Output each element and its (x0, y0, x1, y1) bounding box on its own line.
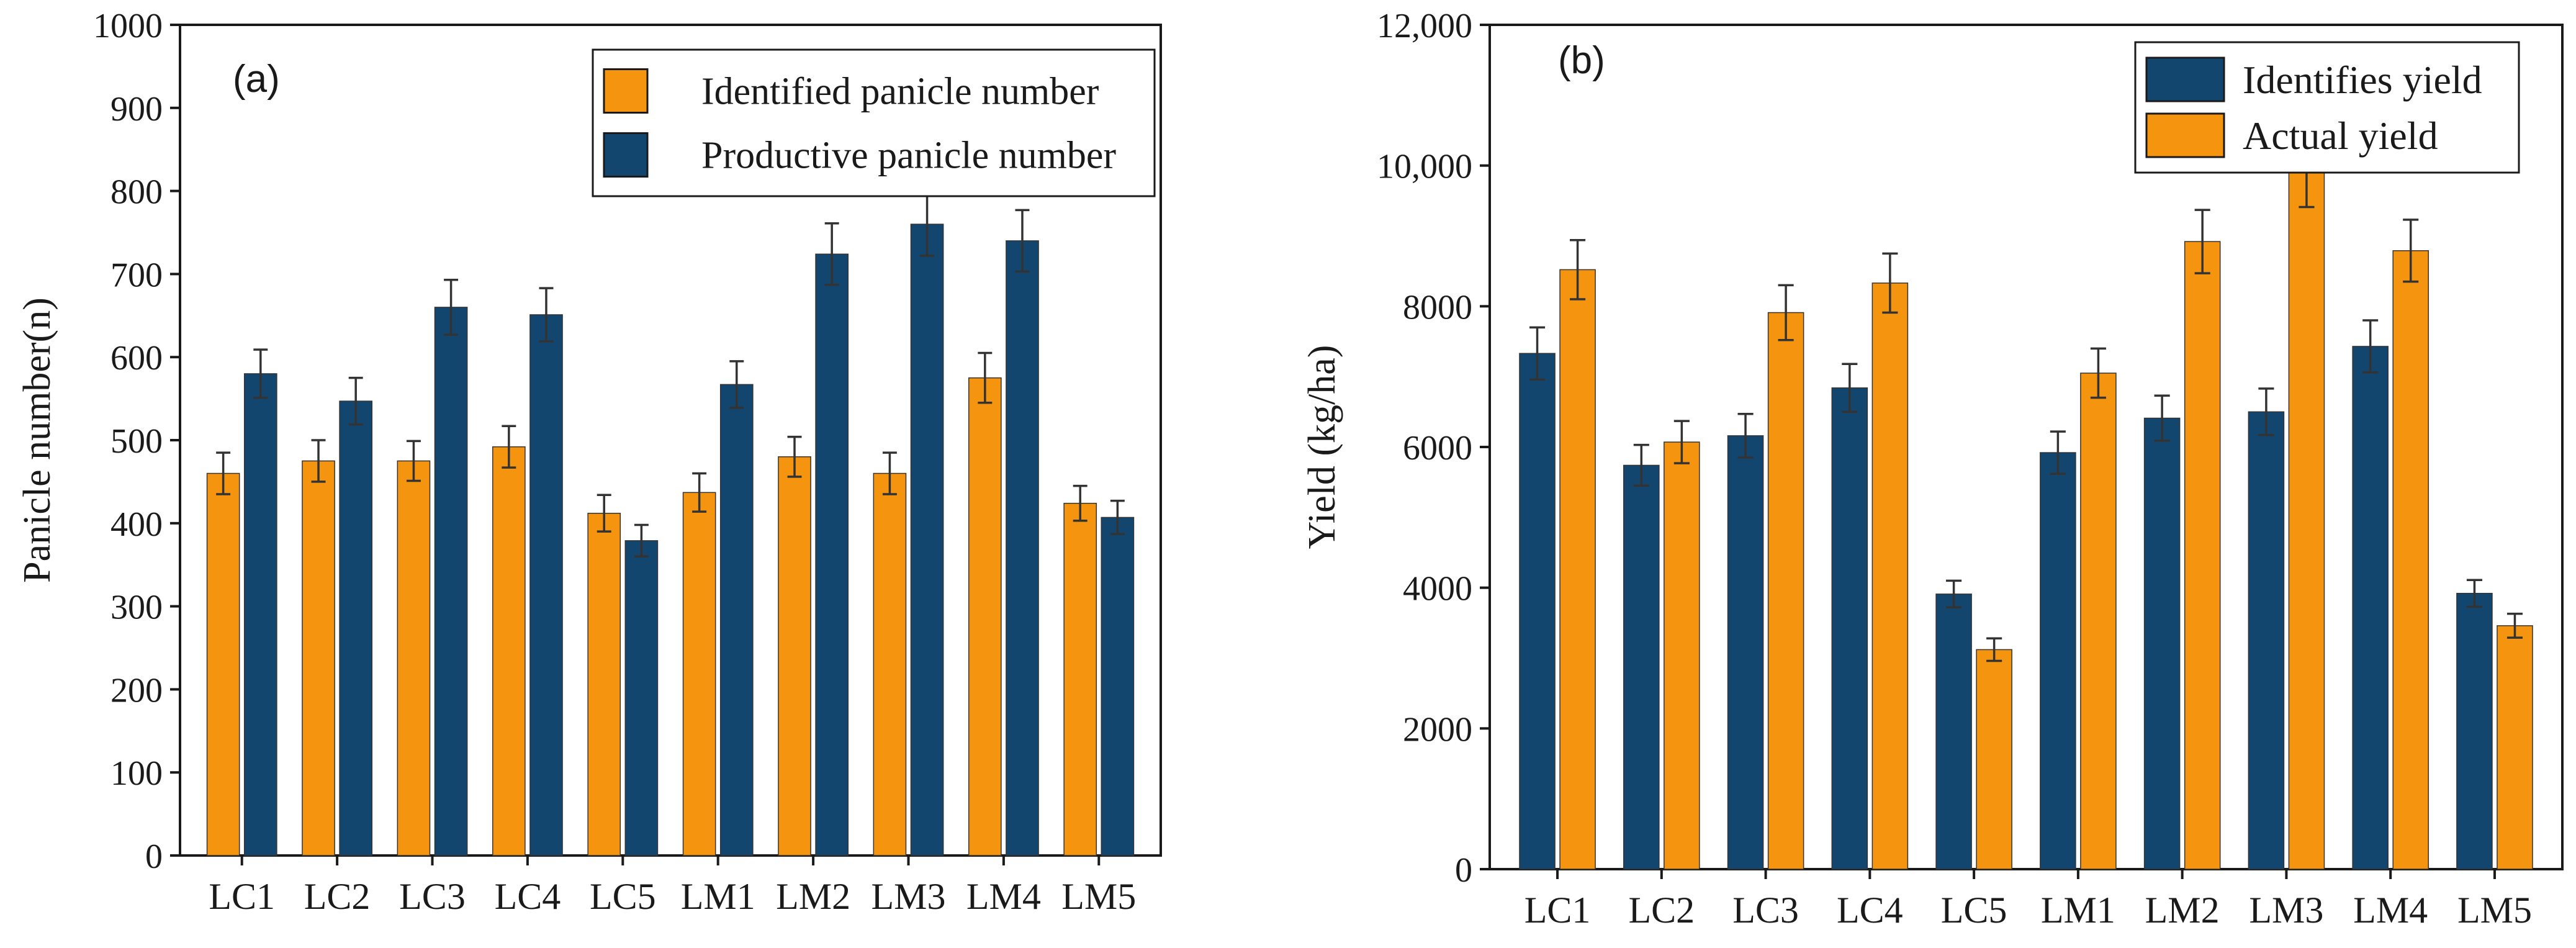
bar-identifies-yield (2143, 417, 2181, 870)
bar-productive-panicle-number (243, 373, 277, 856)
bar-identified-panicle-number (206, 472, 240, 856)
x-tick-label: LC4 (1837, 890, 1903, 931)
bar-identifies-yield (2456, 592, 2493, 870)
y-tick-label: 0 (1455, 851, 1472, 890)
y-tick-label: 800 (110, 173, 163, 212)
chart-panel-b: 0 2000 4000 6000 8000 10,000 12,000 Yield (kg/h… (1301, 7, 2564, 931)
panel-label: (a) (233, 58, 280, 101)
bar-productive-panicle-number (529, 314, 563, 856)
bar-identifies-yield (1935, 594, 1972, 870)
y-tick-label: 100 (110, 754, 163, 793)
bar-identifies-yield (2040, 452, 2076, 870)
y-tick-label: 0 (145, 837, 163, 876)
bar-identifies-yield (1831, 387, 1868, 870)
bar-actual-yield (1871, 282, 1909, 870)
bar-identifies-yield (2352, 346, 2389, 870)
x-tick-label: LM1 (2041, 890, 2115, 931)
x-tick-label: LM3 (2249, 890, 2323, 931)
bar-productive-panicle-number (815, 253, 849, 856)
x-tick-label: LC5 (1941, 890, 2007, 931)
x-tick-label: LC2 (304, 876, 371, 917)
bar-identifies-yield (2248, 411, 2285, 870)
y-tick-label: 1000 (93, 7, 163, 45)
y-tick-label: 10,000 (1377, 148, 1472, 186)
bar-identified-panicle-number (873, 472, 907, 856)
bar-identifies-yield (1727, 435, 1764, 870)
x-tick-label: LC3 (399, 876, 466, 917)
legend-box (592, 48, 1156, 197)
y-tick-label: 4000 (1403, 570, 1472, 608)
bar-identifies-yield (1519, 353, 1556, 870)
x-tick-label: LM4 (966, 876, 1041, 917)
x-tick-label: LM5 (1061, 876, 1136, 917)
x-tick-label: LM2 (2145, 890, 2220, 931)
legend-swatch (2145, 56, 2225, 102)
bar-identified-panicle-number (778, 456, 811, 856)
x-tick-label: LM5 (2457, 890, 2532, 931)
bar-productive-panicle-number (339, 400, 373, 856)
x-tick-label: LC5 (590, 876, 656, 917)
bar-productive-panicle-number (624, 540, 659, 856)
bar-actual-yield (2497, 625, 2533, 870)
y-tick-label: 300 (110, 589, 163, 627)
legend-swatch (2145, 112, 2225, 158)
bar-productive-panicle-number (1006, 240, 1039, 856)
x-tick-label: LC1 (1524, 890, 1591, 931)
y-tick-label: 900 (110, 90, 163, 129)
bar-identifies-yield (1623, 464, 1660, 870)
bar-actual-yield (2288, 171, 2325, 870)
y-tick-label: 6000 (1403, 429, 1472, 467)
x-tick-label: LM1 (681, 876, 755, 917)
legend-swatch (603, 68, 649, 114)
bar-actual-yield (2392, 250, 2429, 870)
legend-label: Actual yield (2243, 114, 2438, 158)
legend-label: Identified panicle number (701, 71, 1099, 113)
y-tick-label: 600 (110, 339, 163, 377)
x-tick-label: LC3 (1732, 890, 1799, 931)
bar-identified-panicle-number (587, 512, 621, 856)
bar-actual-yield (1559, 269, 1596, 870)
bar-identified-panicle-number (1063, 502, 1097, 856)
bar-identified-panicle-number (397, 460, 431, 856)
y-tick-label: 700 (110, 256, 163, 294)
bar-productive-panicle-number (434, 307, 468, 856)
bar-productive-panicle-number (910, 223, 944, 856)
y-tick-label: 2000 (1403, 710, 1472, 749)
bar-actual-yield (1664, 441, 1700, 870)
panel-label: (b) (1558, 39, 1605, 82)
x-tick-label: LC2 (1628, 890, 1695, 931)
legend-label: Productive panicle number (701, 135, 1116, 177)
bar-identified-panicle-number (682, 492, 716, 856)
y-tick-label: 200 (110, 671, 163, 710)
x-tick-label: LC4 (495, 876, 561, 917)
x-tick-label: LM3 (871, 876, 945, 917)
bar-productive-panicle-number (719, 384, 754, 856)
x-tick-label: LM4 (2353, 890, 2428, 931)
bar-actual-yield (1767, 312, 1804, 870)
y-tick-label: 400 (110, 505, 163, 544)
x-tick-label: LC1 (209, 876, 275, 917)
bar-identified-panicle-number (492, 446, 526, 856)
y-tick-label: 12,000 (1377, 7, 1472, 45)
legend-label: Identifies yield (2243, 58, 2482, 102)
y-tick-label: 8000 (1403, 288, 1472, 327)
y-axis-label: Yield (kg/ha) (1301, 345, 1343, 549)
y-axis-label: Panicle number(n) (16, 297, 58, 583)
x-tick-label: LM2 (776, 876, 850, 917)
bar-actual-yield (2184, 241, 2221, 870)
bar-actual-yield (2080, 372, 2117, 870)
y-tick-label: 500 (110, 422, 163, 461)
legend-swatch (603, 132, 649, 178)
bar-identified-panicle-number (302, 460, 335, 856)
bar-actual-yield (1976, 649, 2012, 870)
chart-panel-a: 0 100 200 300 400 500 600 700 800 900 1000 Panicle … (16, 7, 1162, 917)
bar-identified-panicle-number (968, 377, 1002, 856)
bar-productive-panicle-number (1101, 517, 1135, 856)
